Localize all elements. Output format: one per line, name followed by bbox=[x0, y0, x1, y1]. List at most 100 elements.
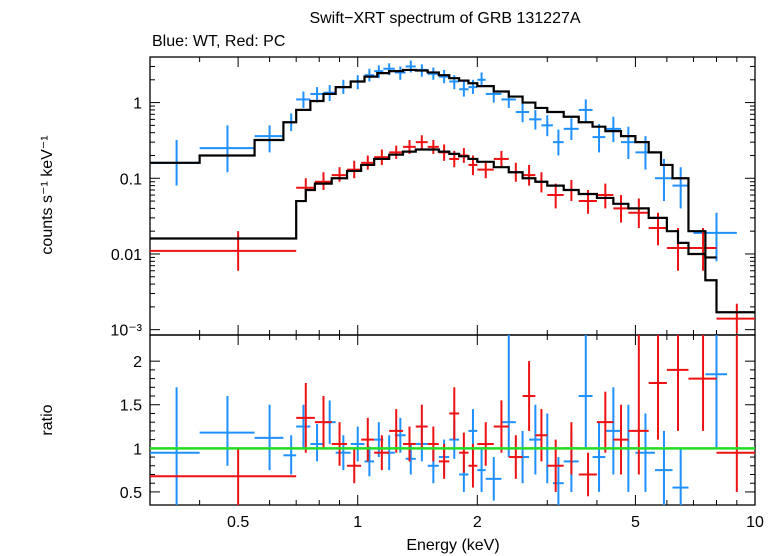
ratio-pc-point bbox=[716, 335, 755, 492]
spectrum-wt-point bbox=[438, 69, 450, 84]
spectrum-pc-point bbox=[477, 160, 494, 179]
ratio-pc-point bbox=[508, 435, 523, 479]
ratio-wt-point bbox=[529, 404, 542, 475]
ratio-wt-point bbox=[605, 387, 622, 475]
spectrum-pc-point bbox=[522, 164, 536, 186]
ratio-frame bbox=[149, 334, 756, 506]
ratio-wt-point bbox=[552, 457, 564, 505]
spectrum-pc-point bbox=[547, 183, 564, 209]
ratio-pc-point bbox=[331, 422, 348, 466]
ratio-pc-point bbox=[493, 400, 509, 453]
spectrum-wt-point bbox=[578, 99, 593, 123]
spectrum-wt-point bbox=[374, 65, 384, 79]
spectrum-pc-point bbox=[347, 160, 362, 179]
spectrum-wt-point bbox=[605, 116, 622, 143]
spectrum-pc-point bbox=[331, 167, 348, 182]
spectrum-pc-point bbox=[688, 228, 717, 271]
spectrum-pc-point bbox=[613, 195, 629, 223]
ratio-wt-point bbox=[654, 430, 673, 505]
ratio-wt-point bbox=[350, 426, 365, 462]
ratio-pc-point bbox=[468, 443, 478, 488]
ratio-pc-point bbox=[374, 435, 390, 471]
spectrum-panel: 1 0.1 0.01 10⁻³ bbox=[110, 56, 756, 340]
ratio-pc-point bbox=[150, 448, 297, 505]
spectrum-pc-point bbox=[628, 198, 649, 229]
spectrum-wt-point bbox=[672, 167, 689, 209]
x-tick-label: 1 bbox=[353, 514, 362, 531]
spectrum-y-tick-label: 1 bbox=[133, 96, 142, 113]
spectrum-wt-point bbox=[199, 125, 255, 173]
spectrum-wt-point bbox=[552, 129, 564, 156]
ratio-pc-point bbox=[459, 432, 469, 473]
ratio-pc-point bbox=[438, 443, 450, 479]
spectrum-wt-point bbox=[296, 91, 311, 108]
ratio-pc-point bbox=[628, 335, 649, 475]
spectrum-wt-point bbox=[515, 102, 530, 123]
ratio-panel: 0.5 1 1.5 2 0.5 1 2 5 10 bbox=[120, 334, 764, 531]
spectrum-wt-point bbox=[592, 124, 606, 153]
ratio-wt-point bbox=[672, 448, 689, 505]
spectrum-wt-point bbox=[254, 125, 284, 153]
ratio-pc-point bbox=[296, 382, 315, 453]
spectrum-wt-point bbox=[459, 81, 469, 97]
spectrum-y-tick-label: 10⁻³ bbox=[110, 323, 142, 340]
ratio-wt-point bbox=[485, 457, 502, 501]
ratio-wt-point bbox=[592, 422, 606, 492]
spectrum-wt-point bbox=[693, 212, 737, 262]
ratio-wt-point bbox=[150, 387, 200, 505]
ratio-pc-point bbox=[535, 409, 548, 462]
ratio-pc-point bbox=[314, 396, 332, 449]
spectrum-pc-point bbox=[427, 140, 439, 154]
ratio-pc-point bbox=[648, 335, 667, 440]
spectrum-wt-point bbox=[477, 72, 486, 88]
ratio-pc-point bbox=[427, 426, 439, 462]
spectrum-pc-point bbox=[361, 155, 375, 170]
pc-model-line bbox=[150, 148, 755, 314]
ratio-y-tick-label: 2 bbox=[133, 354, 142, 371]
ratio-wt-point bbox=[296, 404, 311, 449]
spectrum-pc-point bbox=[374, 149, 390, 165]
wt-model-line bbox=[150, 68, 717, 259]
ratio-wt-point bbox=[705, 335, 727, 449]
ratio-y-tick-label: 0.5 bbox=[120, 485, 142, 502]
spectrum-pc-point bbox=[415, 135, 428, 150]
ratio-y-axis-label: ratio bbox=[39, 404, 56, 435]
spectrum-pc-point bbox=[389, 145, 403, 159]
x-tick-label: 10 bbox=[746, 514, 764, 531]
ratio-wt-point bbox=[578, 335, 593, 449]
spectrum-wt-point bbox=[529, 109, 542, 130]
ratio-wt-point bbox=[501, 335, 516, 458]
ratio-pc-point bbox=[613, 404, 629, 475]
ratio-pc-point bbox=[477, 422, 494, 466]
ratio-wt-point bbox=[254, 404, 284, 471]
ratio-wt-point bbox=[283, 435, 297, 475]
ratio-pc-point bbox=[596, 391, 614, 453]
ratio-pc-point bbox=[361, 417, 375, 462]
ratio-pc-point bbox=[666, 335, 689, 431]
ratio-pc-point bbox=[347, 448, 362, 484]
ratio-y-tick-label: 1.5 bbox=[120, 398, 142, 415]
spectrum-y-tick-label: 0.1 bbox=[120, 171, 142, 188]
spectrum-wt-point bbox=[427, 67, 439, 80]
x-axis-label: Energy (keV) bbox=[406, 537, 499, 554]
spectrum-pc-point bbox=[596, 183, 614, 209]
x-tick-label: 5 bbox=[631, 514, 640, 531]
spectrum-pc-point bbox=[493, 150, 509, 168]
ratio-pc-point bbox=[688, 335, 717, 431]
spectrum-pc-point bbox=[314, 172, 332, 190]
ratio-pc-point bbox=[415, 404, 428, 449]
ratio-wt-point bbox=[335, 435, 351, 471]
spectrum-wt-point bbox=[563, 118, 579, 141]
x-tick-label: 0.5 bbox=[227, 514, 249, 531]
spectrum-wt-point bbox=[394, 66, 406, 80]
ratio-pc-point bbox=[522, 361, 536, 431]
ratio-pc-point bbox=[578, 452, 597, 497]
spectrum-wt-point bbox=[364, 68, 375, 82]
ratio-wt-point bbox=[477, 448, 486, 492]
spectrum-y-axis-label: counts s⁻¹ keV⁻¹ bbox=[39, 135, 56, 254]
ratio-pc-point bbox=[402, 426, 416, 462]
chart-subtitle: Blue: WT, Red: PC bbox=[152, 33, 285, 50]
ratio-y-tick-label: 1 bbox=[133, 441, 142, 458]
ratio-pc-point bbox=[389, 409, 403, 453]
